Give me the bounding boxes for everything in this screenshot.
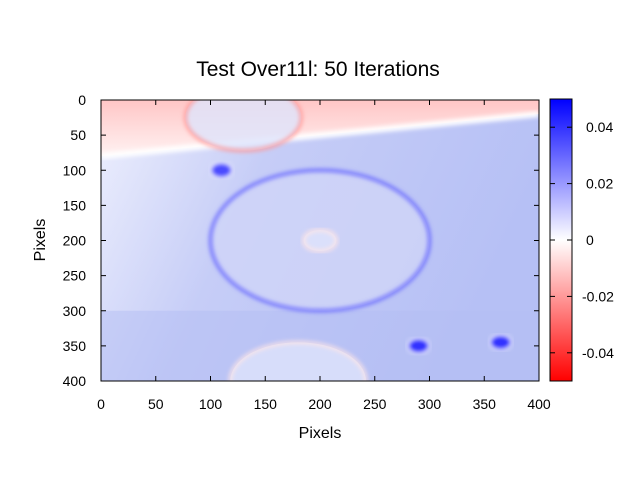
x-tick-label: 50 <box>148 396 164 412</box>
ring <box>209 168 431 313</box>
x-axis-label: Pixels <box>299 425 342 442</box>
x-tick-label: 100 <box>199 396 223 412</box>
x-tick-label: 200 <box>308 396 332 412</box>
colorbar-tick-label: -0.02 <box>582 288 614 304</box>
ring-interior <box>230 342 366 381</box>
chart-title: Test Over11l: 50 Iterations <box>196 58 440 81</box>
y-tick-label: 300 <box>63 303 87 319</box>
x-tick-label: 150 <box>254 396 278 412</box>
colorbar-tick-label: -0.04 <box>582 345 614 361</box>
y-tick-label: 200 <box>63 233 87 249</box>
y-tick-label: 0 <box>78 92 86 108</box>
ring <box>183 100 303 153</box>
zero-boundary <box>101 111 539 160</box>
y-tick-label: 150 <box>63 197 87 213</box>
y-tick-label: 100 <box>63 162 87 178</box>
y-tick-label: 250 <box>63 268 87 284</box>
colorbar-tick-label: 0 <box>586 232 594 248</box>
y-tick-label: 50 <box>70 127 86 143</box>
heatmap-area <box>101 100 539 381</box>
blob <box>488 333 513 351</box>
colorbar-tick-label: 0.02 <box>586 176 613 192</box>
y-tick-label: 400 <box>63 373 87 389</box>
ring-interior <box>185 100 302 151</box>
axes: 0 50 100 150 200 250 300 350 400 0 50 100 150 200 250 3… <box>63 92 551 412</box>
ring-interior <box>303 229 337 252</box>
x-tick-label: 300 <box>418 396 442 412</box>
x-tick-label: 350 <box>473 396 497 412</box>
x-tick-label: 0 <box>97 396 105 412</box>
blob <box>406 337 431 355</box>
blob <box>209 161 234 179</box>
y-tick-label: 350 <box>63 338 87 354</box>
x-tick-label: 250 <box>363 396 387 412</box>
colorbar-tick-label: 0.04 <box>586 119 613 135</box>
ring <box>302 228 338 253</box>
x-tick-label: 400 <box>527 396 551 412</box>
y-axis-label: Pixels <box>32 219 49 262</box>
colorbar-ticks: 0.04 0.02 0 -0.02 -0.04 <box>550 119 614 361</box>
